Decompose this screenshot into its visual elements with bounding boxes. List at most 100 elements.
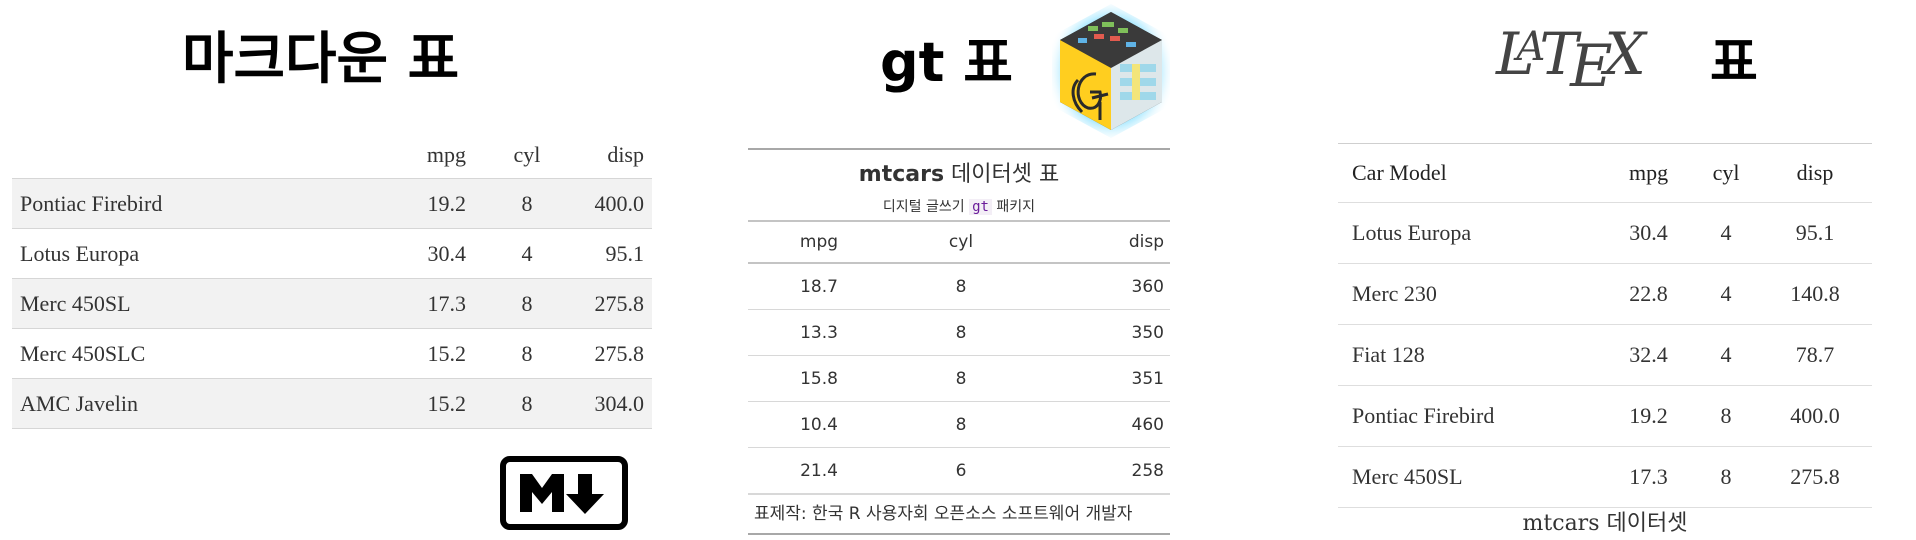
column-header: mpg <box>748 222 890 264</box>
table-cell: AMC Javelin <box>12 378 358 429</box>
gt-source-note: 표제작: 한국 R 사용자회 오픈소스 소프트웨어 개발자 <box>748 494 1170 533</box>
table-cell: Fiat 128 <box>1338 324 1603 386</box>
gt-panel: gt 표 <box>748 0 1170 540</box>
table-cell: 30.4 <box>1603 202 1695 264</box>
table-cell: 32.4 <box>1603 324 1695 386</box>
table-cell: 22.8 <box>1603 263 1695 325</box>
table-cell: 140.8 <box>1757 263 1872 325</box>
gt-table-subtitle: 디지털 글쓰기 gt 패키지 <box>748 196 1170 216</box>
table-cell: 18.7 <box>748 263 890 310</box>
table-cell: 13.3 <box>748 309 890 356</box>
gt-table-title: mtcars 데이터셋 표 <box>748 156 1170 188</box>
table-cell: 19.2 <box>1603 385 1695 447</box>
table-cell: 95.1 <box>1757 202 1872 264</box>
table-cell: 275.8 <box>580 328 652 379</box>
table-cell: 258 <box>1032 447 1170 494</box>
table-cell: 351 <box>1032 355 1170 402</box>
table-row: 10.4 8 460 <box>748 401 1170 448</box>
table-cell: Merc 230 <box>1338 263 1603 325</box>
column-header: mpg <box>358 132 474 179</box>
table-cell: Pontiac Firebird <box>12 178 358 229</box>
table-row: Lotus Europa 30.4 4 95.1 <box>12 228 652 279</box>
table-cell: 17.3 <box>1603 446 1695 508</box>
table-cell: 4 <box>1694 324 1758 386</box>
table-cell: 8 <box>474 378 580 429</box>
table-header-row: mpg cyl disp <box>748 222 1170 264</box>
table-cell: 4 <box>474 228 580 279</box>
table-cell: 400.0 <box>1757 385 1872 447</box>
table-cell: 275.8 <box>1757 446 1872 508</box>
table-cell: 17.3 <box>358 278 474 329</box>
table-row: AMC Javelin 15.2 8 304.0 <box>12 378 652 429</box>
table-cell: Merc 450SL <box>12 278 358 329</box>
latex-title: 표 <box>1710 32 1758 93</box>
table-row: Merc 230 22.8 4 140.8 <box>1338 263 1872 325</box>
column-header: disp <box>580 132 652 179</box>
table-cell: 8 <box>890 355 1032 402</box>
table-cell: 8 <box>474 328 580 379</box>
table-cell: Merc 450SL <box>1338 446 1603 508</box>
table-row: Pontiac Firebird 19.2 8 400.0 <box>1338 385 1872 447</box>
table-cell: 460 <box>1032 401 1170 448</box>
table-cell: 360 <box>1032 263 1170 310</box>
table-cell: 275.8 <box>580 278 652 329</box>
latex-panel: LATEX 표 Car Model mpg cyl disp Lotus Eur… <box>1338 0 1872 540</box>
table-cell: Merc 450SLC <box>12 328 358 379</box>
latex-table: Car Model mpg cyl disp Lotus Europa 30.4… <box>1338 143 1872 508</box>
gt-hex-logo-icon <box>1048 2 1174 140</box>
subtitle-text: 패키지 <box>991 199 1036 215</box>
table-cell: 95.1 <box>580 228 652 279</box>
table-cell: 400.0 <box>580 178 652 229</box>
markdown-logo-icon <box>500 456 628 530</box>
markdown-panel: 마크다운 표 mpg cyl disp Pontiac Firebird 19.… <box>12 0 652 540</box>
table-cell: 8 <box>474 278 580 329</box>
table-row: Merc 450SLC 15.2 8 275.8 <box>12 328 652 379</box>
table-cell: 350 <box>1032 309 1170 356</box>
gt-title: gt 표 <box>880 31 1013 94</box>
table-cell: Pontiac Firebird <box>1338 385 1603 447</box>
column-header: disp <box>1032 222 1170 264</box>
table-row: 13.3 8 350 <box>748 309 1170 356</box>
column-header: disp <box>1757 143 1872 203</box>
column-header: cyl <box>1694 143 1758 203</box>
table-row: Pontiac Firebird 19.2 8 400.0 <box>12 178 652 229</box>
subtitle-text: 디지털 글쓰기 <box>882 199 970 215</box>
gt-table-heading: mtcars 데이터셋 표 디지털 글쓰기 gt 패키지 <box>748 150 1170 222</box>
table-cell: 304.0 <box>580 378 652 429</box>
column-header: Car Model <box>1338 143 1603 203</box>
table-cell: 6 <box>890 447 1032 494</box>
column-header: mpg <box>1603 143 1695 203</box>
table-row: 21.4 6 258 <box>748 447 1170 494</box>
table-cell: 21.4 <box>748 447 890 494</box>
table-cell: 78.7 <box>1757 324 1872 386</box>
table-cell: 8 <box>474 178 580 229</box>
table-row: Fiat 128 32.4 4 78.7 <box>1338 324 1872 386</box>
table-header-row: mpg cyl disp <box>12 132 652 179</box>
table-cell: Lotus Europa <box>12 228 358 279</box>
column-header: cyl <box>474 132 580 179</box>
markdown-mark-icon <box>520 474 604 514</box>
table-row: Merc 450SL 17.3 8 275.8 <box>12 278 652 329</box>
table-cell: 15.2 <box>358 378 474 429</box>
gt-table-title-rest: 데이터셋 표 <box>944 162 1060 187</box>
table-cell: Lotus Europa <box>1338 202 1603 264</box>
table-cell: 8 <box>890 309 1032 356</box>
latex-caption: mtcars 데이터셋 <box>1522 511 1688 536</box>
table-cell: 30.4 <box>358 228 474 279</box>
markdown-table: mpg cyl disp Pontiac Firebird 19.2 8 400… <box>12 132 652 429</box>
table-cell: 15.2 <box>358 328 474 379</box>
gt-table: mpg cyl disp 18.7 8 360 13.3 8 350 15.8 <box>748 222 1170 494</box>
table-cell: 8 <box>1694 446 1758 508</box>
table-row: 15.8 8 351 <box>748 355 1170 402</box>
table-header-row: Car Model mpg cyl disp <box>1338 143 1872 203</box>
table-cell: 8 <box>1694 385 1758 447</box>
gt-table-frame: mtcars 데이터셋 표 디지털 글쓰기 gt 패키지 mpg cyl dis… <box>748 148 1170 535</box>
subtitle-code: gt <box>969 199 992 215</box>
gt-table-title-bold: mtcars <box>858 162 945 187</box>
table-cell: 8 <box>890 401 1032 448</box>
table-cell: 8 <box>890 263 1032 310</box>
table-row: 18.7 8 360 <box>748 263 1170 310</box>
table-cell: 4 <box>1694 263 1758 325</box>
column-header <box>12 132 358 179</box>
table-cell: 4 <box>1694 202 1758 264</box>
